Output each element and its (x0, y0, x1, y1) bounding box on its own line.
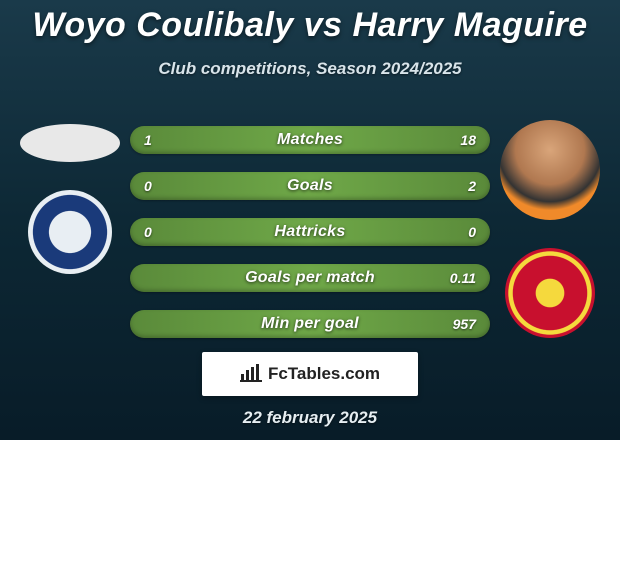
stat-bar-goals-per-match: Goals per match 0.11 (130, 264, 490, 292)
stat-right-value: 0 (468, 224, 476, 240)
player-photo-right (500, 120, 600, 220)
stat-bar-min-per-goal: Min per goal 957 (130, 310, 490, 338)
stat-bar-matches: 1 Matches 18 (130, 126, 490, 154)
left-column (10, 110, 130, 274)
player-photo-left (20, 124, 120, 162)
card-title: Woyo Coulibaly vs Harry Maguire (0, 0, 620, 45)
stats-column: 1 Matches 18 0 Goals 2 0 Hattricks 0 Goa… (130, 110, 490, 338)
stat-name: Goals per match (245, 269, 375, 287)
right-column (490, 110, 610, 338)
stat-left-value: 0 (144, 178, 152, 194)
brand-box[interactable]: FcTables.com (202, 352, 418, 396)
stat-bar-goals: 0 Goals 2 (130, 172, 490, 200)
stat-bar-hattricks: 0 Hattricks 0 (130, 218, 490, 246)
comparison-card: Woyo Coulibaly vs Harry Maguire Club com… (0, 0, 620, 440)
body-row: 1 Matches 18 0 Goals 2 0 Hattricks 0 Goa… (0, 110, 620, 338)
stat-name: Goals (287, 177, 333, 195)
stat-right-value: 957 (453, 316, 476, 332)
stat-name: Min per goal (261, 315, 359, 333)
date-label: 22 february 2025 (0, 408, 620, 428)
stat-right-value: 0.11 (450, 270, 476, 286)
stat-right-value: 18 (460, 132, 476, 148)
stat-right-value: 2 (468, 178, 476, 194)
card-subtitle: Club competitions, Season 2024/2025 (0, 59, 620, 79)
bar-chart-icon (240, 364, 262, 385)
stat-left-value: 1 (144, 132, 152, 148)
brand-text: FcTables.com (268, 364, 380, 384)
stat-name: Hattricks (274, 223, 345, 241)
club-badge-manutd (505, 248, 595, 338)
stat-left-value: 0 (144, 224, 152, 240)
club-badge-leicester (28, 190, 112, 274)
stat-name: Matches (277, 131, 343, 149)
